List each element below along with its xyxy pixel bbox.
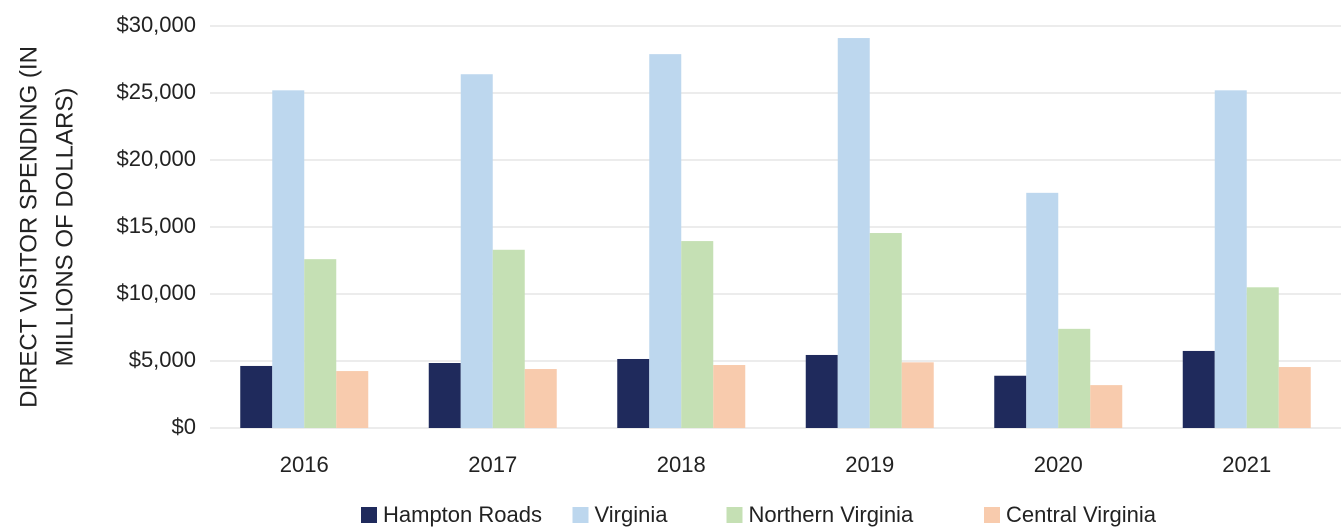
x-tick-label: 2016	[280, 452, 329, 477]
bar	[869, 233, 902, 428]
bar	[901, 362, 934, 428]
bar	[681, 241, 714, 428]
y-axis-label: MILLIONS OF DOLLARS)	[51, 88, 78, 367]
bar	[524, 369, 557, 428]
bar	[1058, 328, 1091, 428]
bar	[272, 90, 305, 428]
y-tick-label: $25,000	[116, 79, 196, 104]
legend-swatch	[572, 507, 589, 523]
bar	[240, 365, 273, 428]
legend-label: Central Virginia	[1006, 502, 1157, 527]
y-tick-label: $5,000	[129, 347, 196, 372]
bar	[1182, 350, 1215, 428]
y-tick-label: $20,000	[116, 146, 196, 171]
x-tick-label: 2020	[1034, 452, 1083, 477]
legend-swatch	[361, 507, 377, 523]
bar	[713, 365, 746, 428]
bar	[492, 249, 525, 428]
bar	[460, 74, 493, 429]
bar	[1026, 192, 1059, 428]
bar	[649, 54, 682, 428]
y-tick-label: $0	[172, 414, 196, 439]
bar	[837, 38, 870, 429]
bar	[1214, 90, 1247, 428]
bar	[428, 363, 461, 428]
y-tick-label: $15,000	[116, 213, 196, 238]
bar	[1090, 385, 1123, 428]
x-tick-label: 2017	[468, 452, 517, 477]
y-axis-label: DIRECT VISITOR SPENDING (IN	[15, 46, 42, 408]
x-tick-label: 2021	[1222, 452, 1271, 477]
legend-label: Hampton Roads	[383, 502, 542, 527]
x-tick-label: 2018	[657, 452, 706, 477]
bar	[1278, 367, 1311, 428]
legend-label: Virginia	[595, 502, 669, 527]
x-tick-label: 2019	[845, 452, 894, 477]
bar	[617, 358, 650, 428]
bar	[304, 259, 337, 428]
legend-swatch	[984, 507, 1000, 523]
y-tick-label: $10,000	[116, 280, 196, 305]
y-tick-label: $30,000	[116, 12, 196, 37]
bar	[1246, 287, 1279, 428]
legend-label: Northern Virginia	[749, 502, 914, 527]
bar	[994, 375, 1027, 428]
bar	[336, 371, 369, 428]
bar	[805, 354, 838, 428]
legend-swatch	[726, 507, 743, 523]
